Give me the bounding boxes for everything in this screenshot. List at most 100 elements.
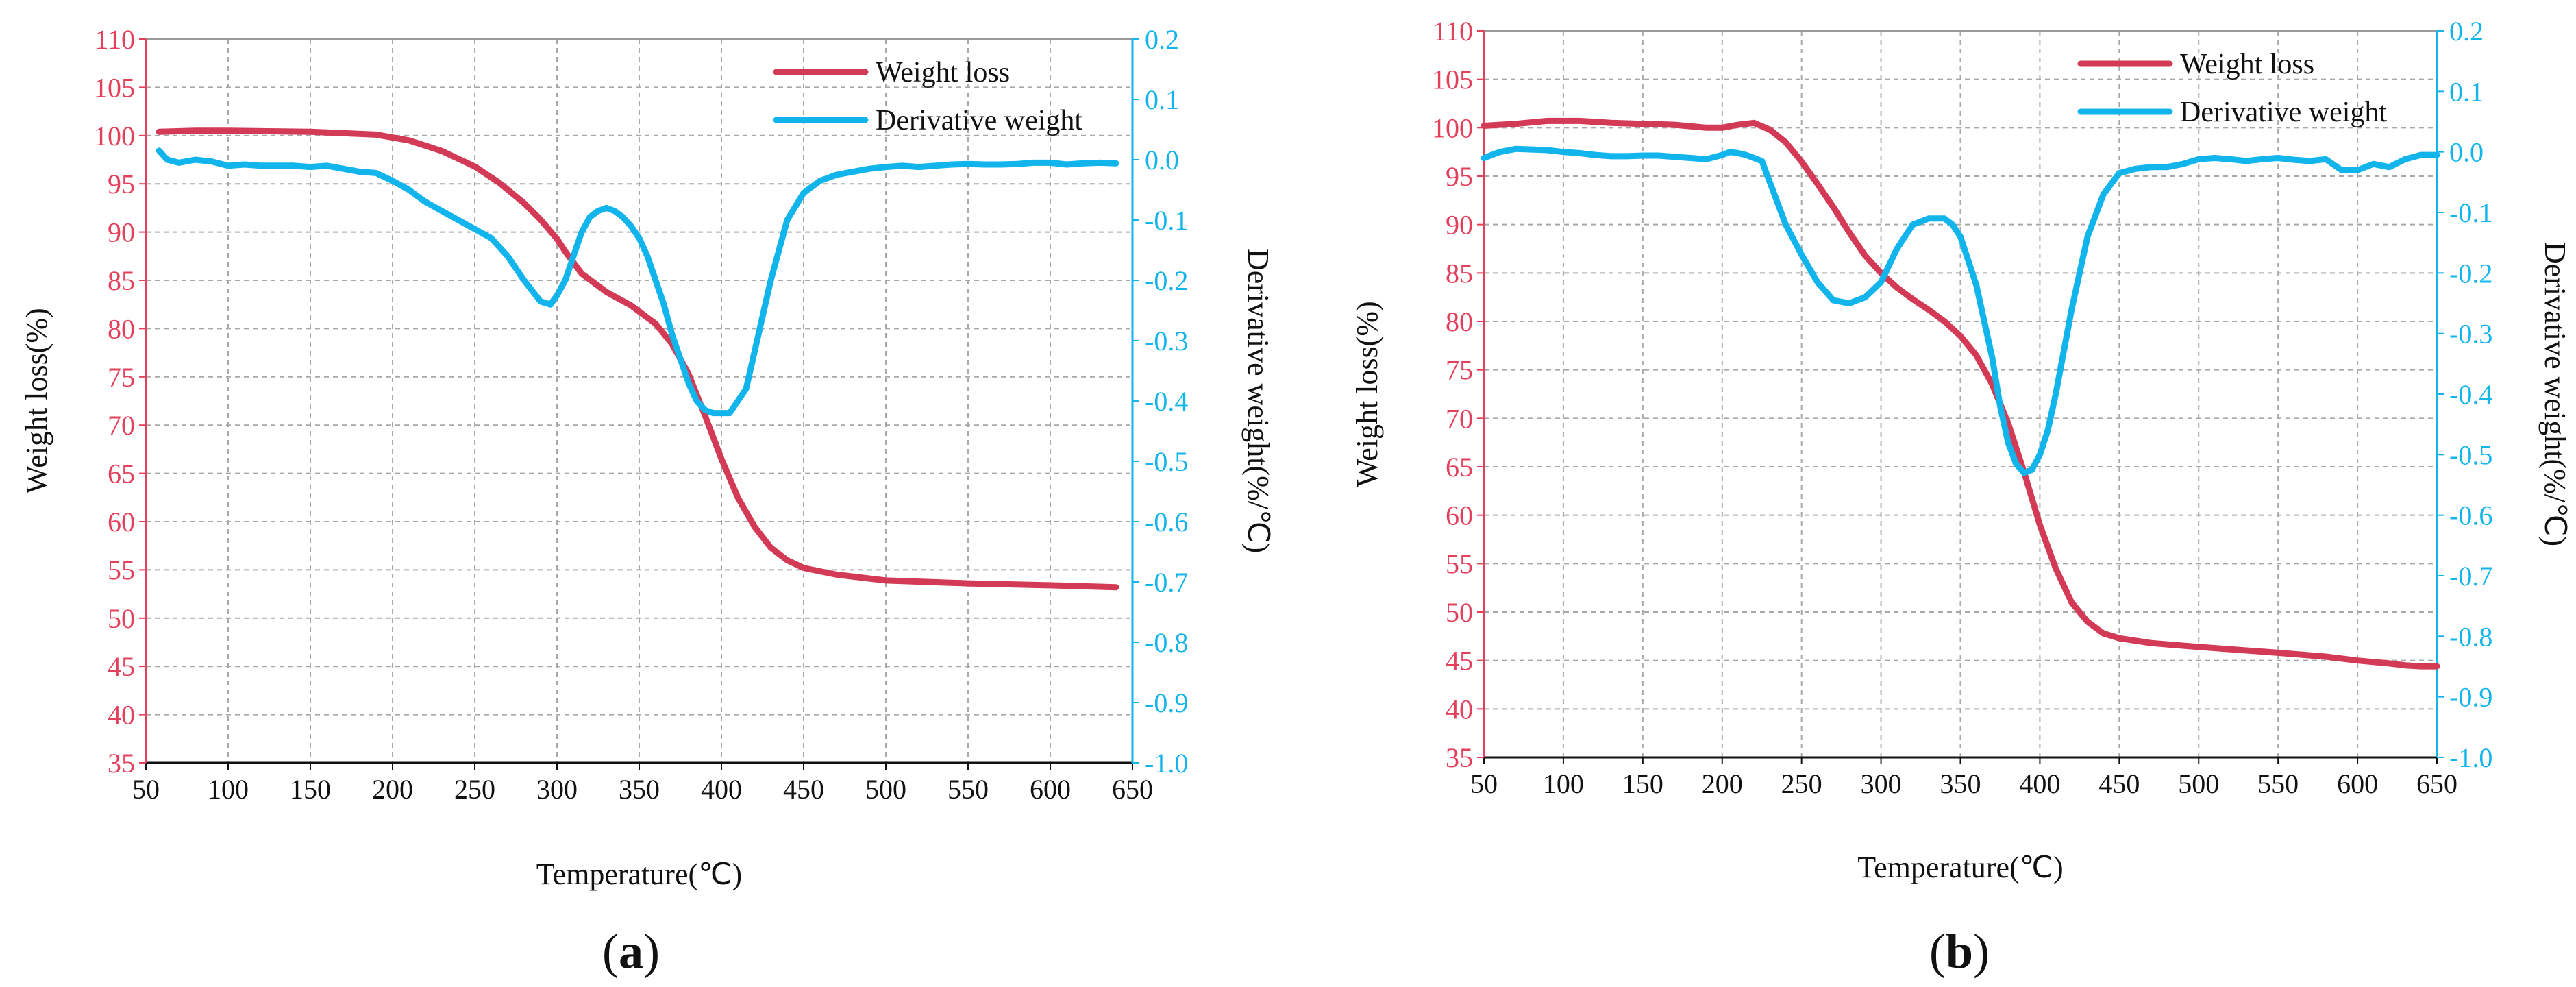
y2-tick-label: -0.6: [2449, 500, 2492, 531]
y-tick-label: 45: [108, 651, 135, 682]
x-tick-label: 650: [1112, 774, 1153, 805]
y2-tick-label: -0.5: [1145, 446, 1188, 477]
y-tick-label: 105: [94, 72, 135, 103]
legend-label: Weight loss: [2180, 49, 2314, 80]
y-tick-label: 65: [108, 459, 135, 489]
y2-tick-label: -0.9: [2449, 682, 2492, 713]
x-tick-label: 550: [948, 774, 989, 805]
y-tick-label: 105: [1432, 64, 1473, 95]
y2-tick-label: 0.0: [1145, 145, 1179, 175]
y-tick-label: 60: [108, 507, 135, 537]
legend-label: Weight loss: [876, 57, 1010, 88]
y-tick-label: 95: [108, 169, 135, 199]
y-tick-label: 75: [1446, 355, 1473, 386]
x-tick-label: 400: [2019, 768, 2060, 799]
y2-tick-label: -0.2: [2449, 258, 2492, 289]
panel-label-part: ): [1973, 924, 1990, 979]
y2-tick-label: 0.0: [2449, 137, 2484, 168]
x-tick-label: 300: [536, 774, 578, 805]
x-tick-label: 50: [132, 774, 160, 805]
gridlines: [146, 39, 1132, 763]
y2-tick-label: -0.2: [1145, 265, 1188, 296]
y2-tick-label: -0.4: [2449, 379, 2492, 410]
y2-tick-label: 0.1: [2449, 76, 2484, 107]
chart-panel-a: 50 100 150 200 250 300 350 400 450 500 550 600 650 35…: [20, 24, 1275, 979]
x-tick-label: 350: [1940, 768, 1981, 799]
y-tick-label: 85: [108, 265, 135, 296]
y2-tick-label: -0.6: [1145, 507, 1188, 537]
y2-tick-label: 0.2: [1145, 24, 1179, 55]
y-tick-label: 90: [1446, 210, 1473, 241]
y-tick-label: 45: [1446, 646, 1473, 677]
x-tick-label: 100: [208, 774, 249, 805]
x-tick-label: 600: [1030, 774, 1071, 805]
x-tick-label: 100: [1543, 768, 1584, 799]
x-tick-label: 450: [2098, 768, 2140, 799]
x-tick-label: 600: [2337, 768, 2378, 799]
y2-axis-title: Derivative weight(%/℃): [1241, 249, 1275, 553]
x-tick-label: 650: [2416, 768, 2457, 799]
legend: Weight loss Derivative weight: [2077, 49, 2387, 128]
x-tick-label: 250: [454, 774, 495, 805]
panel-label-part: (: [1929, 924, 1946, 979]
x-tick-label: 500: [2178, 768, 2219, 799]
y2-tick-label: -1.0: [1145, 748, 1188, 779]
panel-label-part: ): [643, 924, 660, 979]
panel-label-part: (: [602, 924, 619, 979]
y2-tick-label: -0.5: [2449, 439, 2492, 470]
x-tick-label: 150: [1622, 768, 1663, 799]
y-tick-label: 90: [108, 217, 135, 248]
y2-tick-label: -0.3: [2449, 319, 2492, 350]
y-tick-label: 50: [1446, 597, 1473, 628]
series-weight-loss-line: [156, 127, 1119, 591]
series-derivative-weight-line: [1481, 145, 2440, 476]
y-tick-label: 55: [1446, 548, 1473, 579]
y-axis-title: Weight loss(%): [1350, 301, 1384, 487]
panel-label-part: a: [619, 924, 643, 979]
x-tick-label: 200: [372, 774, 413, 805]
gridlines: [1484, 31, 2437, 757]
x-tick-label: 500: [865, 774, 906, 805]
x-tick-label: 200: [1702, 768, 1743, 799]
y-tick-label: 100: [1432, 112, 1473, 143]
y2-tick-label: -0.8: [2449, 621, 2492, 652]
chart-panel-b: 50 100 150 200 250 300 350 400 450 500 550 600 650 35…: [1350, 16, 2572, 979]
series-weight-loss-line: [1481, 117, 2440, 670]
y-tick-label: 65: [1446, 452, 1473, 483]
y2-tick-label: -0.9: [1145, 687, 1188, 718]
legend-label: Derivative weight: [876, 105, 1082, 136]
y-tick-label: 40: [108, 700, 135, 731]
y-tick-label: 40: [1446, 694, 1473, 724]
y-tick-label: 110: [1433, 16, 1473, 47]
x-tick-label: 300: [1861, 768, 1902, 799]
x-tick-label: 550: [2257, 768, 2299, 799]
y-tick-label: 75: [108, 362, 135, 393]
y2-tick-label: -0.7: [2449, 561, 2492, 592]
legend-label: Derivative weight: [2180, 97, 2387, 128]
y-tick-label: 55: [108, 555, 135, 585]
panel-label: (b): [1929, 924, 1990, 979]
y-tick-label: 100: [94, 121, 135, 151]
y2-tick-label: 0.1: [1145, 84, 1179, 115]
y-tick-label: 85: [1446, 258, 1473, 289]
x-axis-title: Temperature(℃): [536, 857, 742, 891]
y2-tick-label: -0.1: [1145, 205, 1188, 236]
y-tick-label: 35: [1446, 742, 1473, 773]
panel-label: (a): [602, 924, 660, 979]
y2-tick-label: -0.4: [1145, 386, 1188, 417]
y2-tick-label: -0.7: [1145, 567, 1188, 598]
y2-tick-label: -1.0: [2449, 742, 2492, 773]
y-tick-label: 35: [108, 748, 135, 779]
y-tick-label: 70: [1446, 403, 1473, 434]
x-axis-title: Temperature(℃): [1857, 851, 2063, 884]
y2-tick-label: -0.8: [1145, 627, 1188, 658]
y-tick-label: 50: [108, 603, 135, 634]
x-tick-label: 400: [701, 774, 742, 805]
x-tick-label: 50: [1470, 768, 1498, 799]
y-tick-label: 80: [1446, 306, 1473, 337]
y-tick-label: 110: [95, 24, 135, 55]
y-tick-label: 80: [108, 313, 135, 344]
y-tick-label: 95: [1446, 161, 1473, 192]
x-tick-label: 350: [619, 774, 660, 805]
legend: Weight loss Derivative weight: [773, 57, 1082, 136]
